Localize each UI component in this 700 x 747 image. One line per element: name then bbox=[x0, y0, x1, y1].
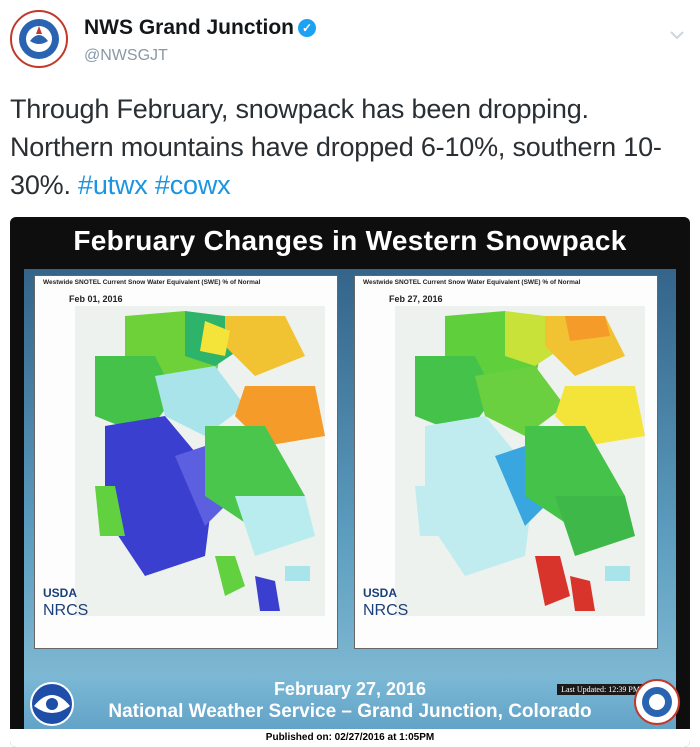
hashtag-cowx[interactable]: #cowx bbox=[154, 170, 231, 200]
snowpack-map-feb27: Westwide SNOTEL Current Snow Water Equiv… bbox=[354, 275, 658, 649]
nrcs-logo-left: NRCS bbox=[43, 602, 89, 619]
last-updated: Last Updated: 12:39 PM bbox=[557, 684, 644, 695]
snowpack-map-feb01: Westwide SNOTEL Current Snow Water Equiv… bbox=[34, 275, 338, 649]
noaa-logo-icon bbox=[30, 682, 74, 726]
map-graphic-right bbox=[395, 306, 645, 616]
usda-logo-left: USDA bbox=[43, 586, 78, 600]
hashtag-utwx[interactable]: #utwx bbox=[78, 170, 148, 200]
map-date-right: Feb 27, 2016 bbox=[389, 294, 443, 304]
verified-badge-icon: ✓ bbox=[298, 19, 316, 37]
author-handle[interactable]: @NWSGJT bbox=[84, 47, 168, 64]
tweet-media-image[interactable]: February Changes in Western Snowpack Wes… bbox=[10, 217, 690, 747]
author-name[interactable]: NWS Grand Junction ✓ bbox=[84, 16, 316, 40]
nrcs-logo-right: NRCS bbox=[363, 602, 409, 619]
image-title: February Changes in Western Snowpack bbox=[73, 225, 627, 256]
chevron-down-icon[interactable] bbox=[668, 26, 686, 44]
map-graphic-left bbox=[75, 306, 325, 616]
author-name-text[interactable]: NWS Grand Junction bbox=[84, 16, 294, 39]
nws-avatar[interactable] bbox=[10, 10, 68, 68]
footer-date: February 27, 2016 bbox=[273, 679, 427, 699]
tweet-header: NWS Grand Junction ✓ @NWSGJT bbox=[10, 6, 690, 72]
usda-logo-right: USDA bbox=[363, 586, 398, 600]
map-date-left: Feb 01, 2016 bbox=[69, 294, 123, 304]
tweet-body: Through February, snowpack has been drop… bbox=[10, 94, 662, 200]
published-stamp: Published on: 02/27/2016 at 1:05PM bbox=[10, 729, 690, 747]
tweet-text: Through February, snowpack has been drop… bbox=[10, 90, 696, 204]
map-header-right: Westwide SNOTEL Current Snow Water Equiv… bbox=[363, 279, 581, 286]
map-header-left: Westwide SNOTEL Current Snow Water Equiv… bbox=[43, 279, 261, 286]
footer-org: National Weather Service – Grand Junctio… bbox=[108, 701, 592, 722]
nws-logo-icon bbox=[634, 679, 680, 725]
